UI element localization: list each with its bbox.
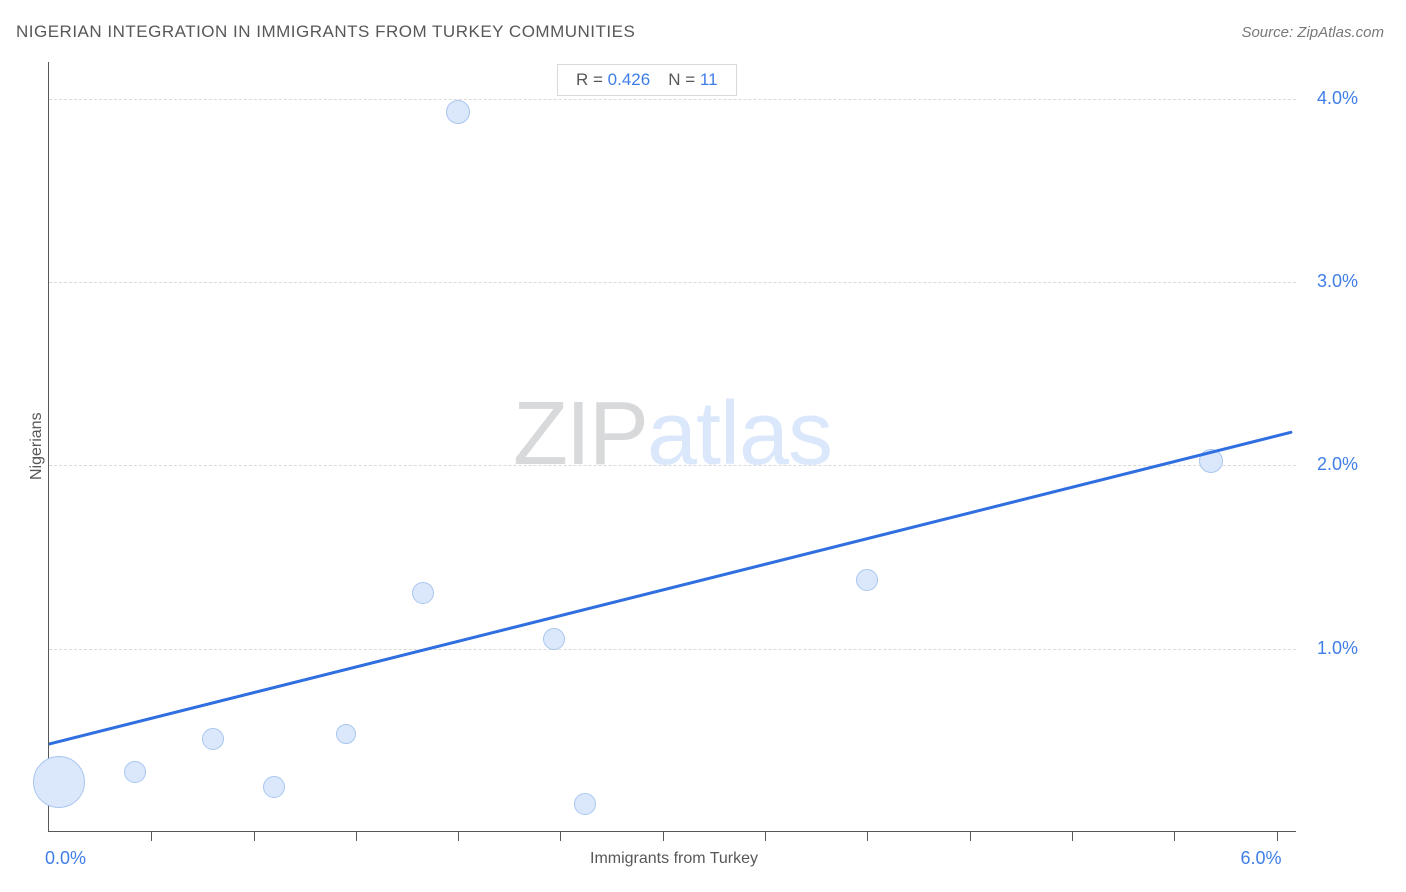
- y-tick-label: 3.0%: [1317, 271, 1358, 292]
- watermark: ZIPatlas: [513, 383, 832, 486]
- stats-r-value: 0.426: [608, 70, 651, 89]
- gridline-h: [49, 649, 1296, 650]
- y-tick-label: 1.0%: [1317, 638, 1358, 659]
- x-tick: [356, 831, 357, 841]
- x-end-label: 0.0%: [45, 848, 86, 869]
- gridline-h: [49, 99, 1296, 100]
- data-point: [202, 728, 224, 750]
- y-axis-label: Nigerians: [28, 412, 46, 480]
- data-point: [574, 793, 596, 815]
- x-tick: [663, 831, 664, 841]
- data-point: [124, 761, 146, 783]
- x-tick: [867, 831, 868, 841]
- watermark-atlas: atlas: [647, 384, 832, 484]
- x-axis-label: Immigrants from Turkey: [590, 850, 758, 868]
- x-end-label: 6.0%: [1241, 848, 1282, 869]
- gridline-h: [49, 465, 1296, 466]
- x-tick: [560, 831, 561, 841]
- data-point: [263, 776, 285, 798]
- trend-line: [49, 62, 1296, 831]
- stats-r: R = 0.426: [576, 70, 650, 90]
- plot-area: ZIPatlas R = 0.426 N = 11 1.0%2.0%3.0%4.…: [48, 62, 1296, 832]
- data-point: [412, 582, 434, 604]
- stats-n: N = 11: [668, 70, 717, 90]
- data-point: [33, 756, 85, 808]
- x-tick: [1277, 831, 1278, 841]
- data-point: [856, 569, 878, 591]
- source-attribution: Source: ZipAtlas.com: [1241, 24, 1384, 41]
- data-point: [446, 100, 470, 124]
- stats-n-value: 11: [700, 70, 718, 89]
- stats-box: R = 0.426 N = 11: [557, 64, 737, 96]
- y-tick-label: 4.0%: [1317, 88, 1358, 109]
- data-point: [1199, 449, 1223, 473]
- stats-n-label: N =: [668, 70, 695, 89]
- x-tick: [1174, 831, 1175, 841]
- y-tick-label: 2.0%: [1317, 454, 1358, 475]
- gridline-h: [49, 282, 1296, 283]
- x-tick: [254, 831, 255, 841]
- x-tick: [1072, 831, 1073, 841]
- x-tick: [151, 831, 152, 841]
- x-tick: [970, 831, 971, 841]
- data-point: [336, 724, 356, 744]
- chart-title: NIGERIAN INTEGRATION IN IMMIGRANTS FROM …: [16, 22, 635, 42]
- watermark-zip: ZIP: [513, 384, 647, 484]
- x-tick: [765, 831, 766, 841]
- data-point: [543, 628, 565, 650]
- stats-r-label: R =: [576, 70, 603, 89]
- x-tick: [458, 831, 459, 841]
